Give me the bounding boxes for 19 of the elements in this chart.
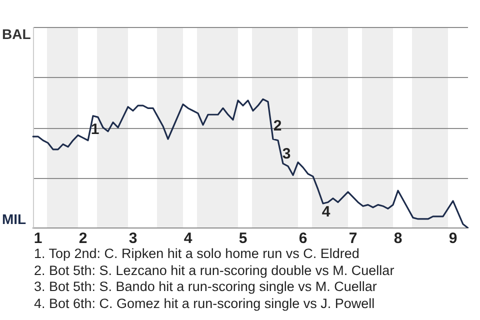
x-tick-label: 2: [78, 230, 88, 248]
x-tick-label: 1: [34, 230, 42, 248]
text: MIL: [2, 210, 27, 227]
text: 3. Bot 5th: S. Bando hit a run-scoring single vs M. Cuellar: [34, 279, 378, 296]
annotation: 1: [90, 121, 100, 138]
x-tick-label: 5: [238, 230, 248, 248]
x-tick-label: 9: [448, 230, 458, 248]
x-tick-label: 4: [184, 230, 193, 248]
x-tick-label: 8: [394, 230, 402, 248]
x-tick-label: 7: [348, 230, 358, 248]
annotation: 4: [322, 204, 331, 221]
x-tick-label: 3: [128, 230, 138, 248]
annotation: 3: [282, 146, 291, 163]
text: 4. Bot 6th: C. Gomez hit a run-scoring single vs J. Powell: [34, 296, 376, 312]
x-tick-label: 6: [298, 230, 308, 248]
text: BAL: [2, 26, 32, 42]
annotation: 2: [273, 117, 282, 134]
text: 1. Top 2nd: C. Ripken hit a solo home run vs C. Eldred: [34, 246, 360, 262]
text: 2. Bot 5th: S. Lezcano hit a run-scoring double vs M. Cuellar: [34, 262, 394, 279]
